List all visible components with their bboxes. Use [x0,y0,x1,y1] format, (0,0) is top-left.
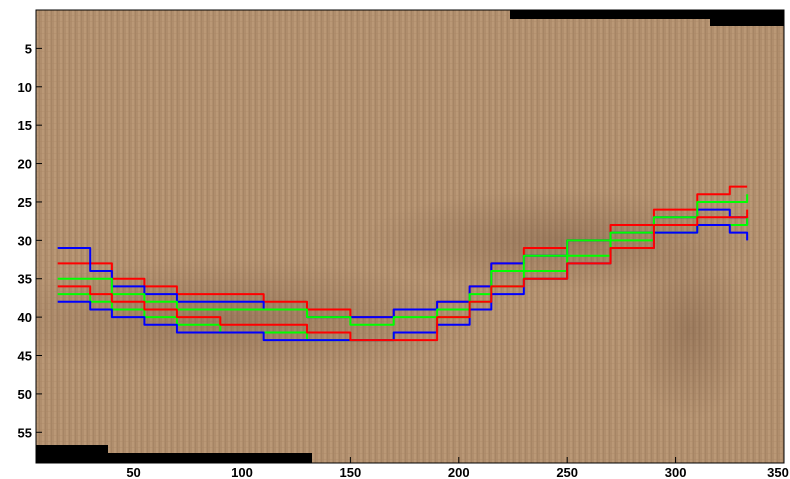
series-layer [57,185,749,342]
y-tick-label: 55 [18,425,32,440]
y-tick-label: 50 [18,387,32,402]
x-tick-label: 100 [231,465,253,479]
ticks-layer: 50 100 150 200 250 300 350 5 10 15 20 25 30 35 40 45 50 5… [18,41,789,479]
y-tick-label: 15 [18,118,32,133]
x-tick-label: 50 [126,465,140,479]
black-corner-bottom-left [36,445,108,463]
x-tick-label: 150 [340,465,362,479]
black-corner-top-right-block [710,10,784,26]
x-tick-label: 350 [767,465,789,479]
series-line-5 [57,209,749,342]
axes-frame [35,9,785,464]
series-line-4 [57,223,749,342]
x-tick-label: 250 [556,465,578,479]
y-tick-label: 20 [18,157,32,172]
x-tick-label: 200 [448,465,470,479]
y-tick-label: 5 [25,41,32,56]
x-tick-label: 300 [665,465,687,479]
y-tick-label: 45 [18,349,32,364]
y-tick-label: 25 [18,195,32,210]
y-tick-label: 10 [18,80,32,95]
y-tick-label: 40 [18,310,32,325]
black-corner-top-right [510,10,784,19]
image-background [36,10,784,463]
y-tick-label: 30 [18,233,32,248]
y-tick-label: 35 [18,272,32,287]
black-strip-bottom [108,453,312,463]
